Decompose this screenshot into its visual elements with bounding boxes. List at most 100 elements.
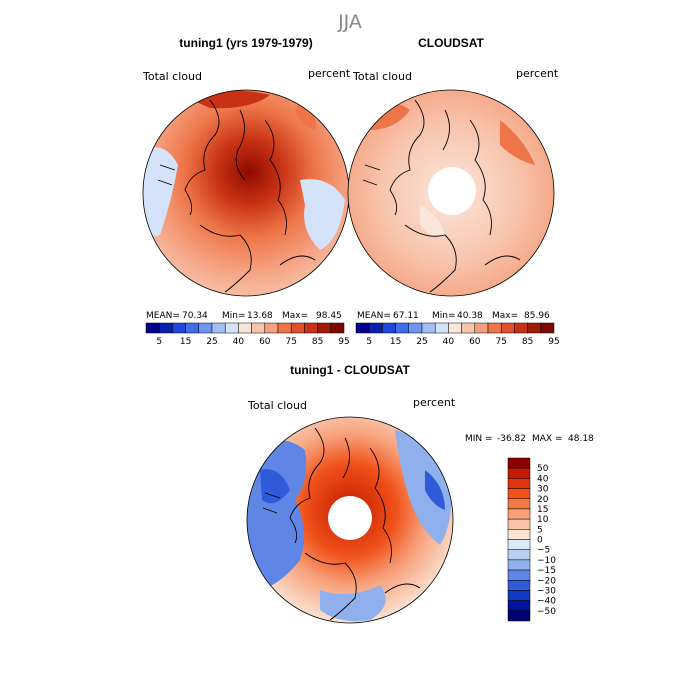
panel-c-colorbar-swatch-1 — [507, 467, 531, 479]
panel-c-colorbar-label-0: 50 — [537, 464, 549, 474]
panel-b-stat-max-label: Max= — [492, 311, 518, 321]
panel-a-map — [143, 90, 349, 296]
panel-b-colorbar-swatch-1 — [368, 322, 383, 334]
panel-c-colorbar-swatch-0 — [507, 457, 531, 469]
panel-a-colorbar-swatch-13 — [317, 322, 332, 334]
panel-b-stat-min: 40.38 — [457, 311, 483, 321]
panel-a-colorbar-label-4: 60 — [259, 337, 271, 347]
panel-c-max-label: MAX = — [532, 434, 563, 444]
panel-c-colorbar-swatch-13 — [507, 590, 531, 601]
panel-a-title: tuning1 (yrs 1979-1979) — [179, 36, 312, 50]
panel-b-colorbar-swatch-8 — [461, 322, 476, 334]
panel-b-colorbar-label-1: 15 — [390, 337, 401, 347]
panel-c-colorbar-label-11: −20 — [537, 576, 556, 586]
panel-a-colorbar-label-2: 25 — [206, 337, 217, 347]
panel-c-colorbar-swatch-10 — [507, 559, 531, 571]
panel-c-field-label: Total cloud — [247, 399, 307, 412]
panel-a-units: percent — [308, 67, 351, 80]
panel-c-colorbar-label-9: −10 — [537, 556, 556, 566]
panel-a-colorbar-swatch-4 — [198, 322, 213, 334]
panel-a-field-label: Total cloud — [142, 70, 202, 83]
panel-b-colorbar-swatch-2 — [382, 322, 396, 334]
panel-a-low-region-east — [300, 179, 345, 250]
panel-b-title: CLOUDSAT — [418, 36, 484, 50]
panel-a-colorbar-label-5: 75 — [285, 337, 296, 347]
panel-b-colorbar-swatch-7 — [448, 322, 462, 334]
panel-a-colorbar-swatch-5 — [211, 322, 226, 334]
panel-a-colorbar-swatch-11 — [290, 322, 305, 334]
panel-c-title: tuning1 - CLOUDSAT — [290, 363, 410, 377]
panel-b-colorbar: 5 15 25 40 60 75 85 95 — [355, 322, 560, 347]
panel-c-colorbar-label-13: −40 — [537, 597, 556, 607]
panel-a-colorbar-label-3: 40 — [233, 337, 245, 347]
panel-a-stat-min: 13.68 — [247, 311, 273, 321]
panel-c-colorbar-label-10: −15 — [537, 566, 556, 576]
panel-c-colorbar-swatch-4 — [507, 498, 531, 510]
panel-a-stat-mean: 70.34 — [182, 311, 208, 321]
panel-a-stat-min-label: Min= — [222, 311, 246, 321]
panel-b-colorbar-label-7: 95 — [548, 337, 559, 347]
panel-a-coastlines — [157, 99, 316, 293]
panel-b-colorbar-swatch-10 — [487, 322, 502, 334]
panel-b-units: percent — [516, 67, 559, 80]
panel-a-colorbar-swatch-14 — [330, 322, 345, 334]
panel-c-colorbar-swatch-3 — [507, 488, 531, 499]
panel-a-colorbar-swatch-10 — [277, 322, 292, 334]
panel-a-stat-max-label: Max= — [282, 311, 308, 321]
panel-a-colorbar-swatch-8 — [251, 322, 266, 334]
panel-c-colorbar-label-5: 10 — [537, 515, 549, 525]
panel-c-border — [246, 416, 454, 624]
panel-b-colorbar-swatch-0 — [355, 322, 370, 334]
panel-c-colorbar-label-4: 15 — [537, 505, 548, 515]
panel-b-stat-min-label: Min= — [432, 311, 456, 321]
panel-b-colorbar-swatch-12 — [514, 322, 528, 334]
panel-a-colorbar-swatch-2 — [172, 322, 186, 334]
main-title: JJA — [337, 11, 362, 33]
panel-b-stat-mean-label: MEAN= — [357, 311, 391, 321]
panel-c-colorbar-label-14: −50 — [537, 607, 556, 617]
panel-b-colorbar-swatch-3 — [395, 322, 410, 334]
panel-c-colorbar-swatch-11 — [507, 569, 531, 581]
panel-c-min-label: MIN = — [465, 434, 493, 444]
panel-c-polar-gap — [328, 496, 372, 540]
panel-a-colorbar-swatch-12 — [304, 322, 318, 334]
panel-c-colorbar-label-3: 20 — [537, 495, 549, 505]
panel-b-colorbar-swatch-11 — [500, 322, 515, 334]
panel-b-colorbar-label-2: 25 — [416, 337, 427, 347]
panel-c-colorbar-label-8: −5 — [537, 546, 550, 556]
panel-c-map — [247, 417, 453, 623]
panel-c-colorbar-swatch-14 — [507, 600, 531, 612]
panel-b-colorbar-label-0: 5 — [366, 337, 372, 347]
panel-b-colorbar-swatch-6 — [434, 322, 449, 334]
panel-c-units: percent — [413, 396, 456, 409]
panel-b-colorbar-label-5: 75 — [495, 337, 506, 347]
panel-c-colorbar-swatch-2 — [507, 478, 531, 489]
panel-c-colorbar-swatch-6 — [507, 518, 531, 530]
panel-a-colorbar: 5 15 25 40 60 75 85 95 — [145, 322, 350, 347]
panel-b-field-label: Total cloud — [352, 70, 412, 83]
panel-c-colorbar-label-7: 0 — [537, 536, 543, 546]
panel-b-colorbar-swatch-13 — [527, 322, 542, 334]
panel-c-colorbar-label-6: 5 — [537, 525, 543, 535]
panel-c-colorbar-swatch-12 — [507, 580, 531, 591]
panel-a-colorbar-swatch-3 — [185, 322, 200, 334]
panel-c-colorbar-label-2: 30 — [537, 485, 549, 495]
panel-a-stat-mean-label: MEAN= — [146, 311, 180, 321]
panel-a-colorbar-swatch-7 — [238, 322, 252, 334]
panel-b-border — [347, 89, 555, 297]
panel-b-colorbar-swatch-14 — [540, 322, 555, 334]
panel-c-colorbar-label-12: −30 — [537, 586, 556, 596]
panel-a-colorbar-label-1: 15 — [180, 337, 191, 347]
panel-b-map — [348, 90, 554, 296]
panel-a-colorbar-label-7: 95 — [338, 337, 349, 347]
panel-a-colorbar-swatch-9 — [264, 322, 279, 334]
panel-c-min: -36.82 — [497, 434, 526, 444]
panel-c-colorbar-swatch-15 — [507, 610, 531, 622]
panel-c-colorbar-swatch-9 — [507, 549, 531, 561]
panel-b-polar-gap — [428, 167, 476, 215]
panel-c-colorbar-swatch-8 — [507, 539, 531, 550]
panel-b-stat-mean: 67.11 — [393, 311, 419, 321]
panel-a-colorbar-swatch-6 — [224, 322, 239, 334]
